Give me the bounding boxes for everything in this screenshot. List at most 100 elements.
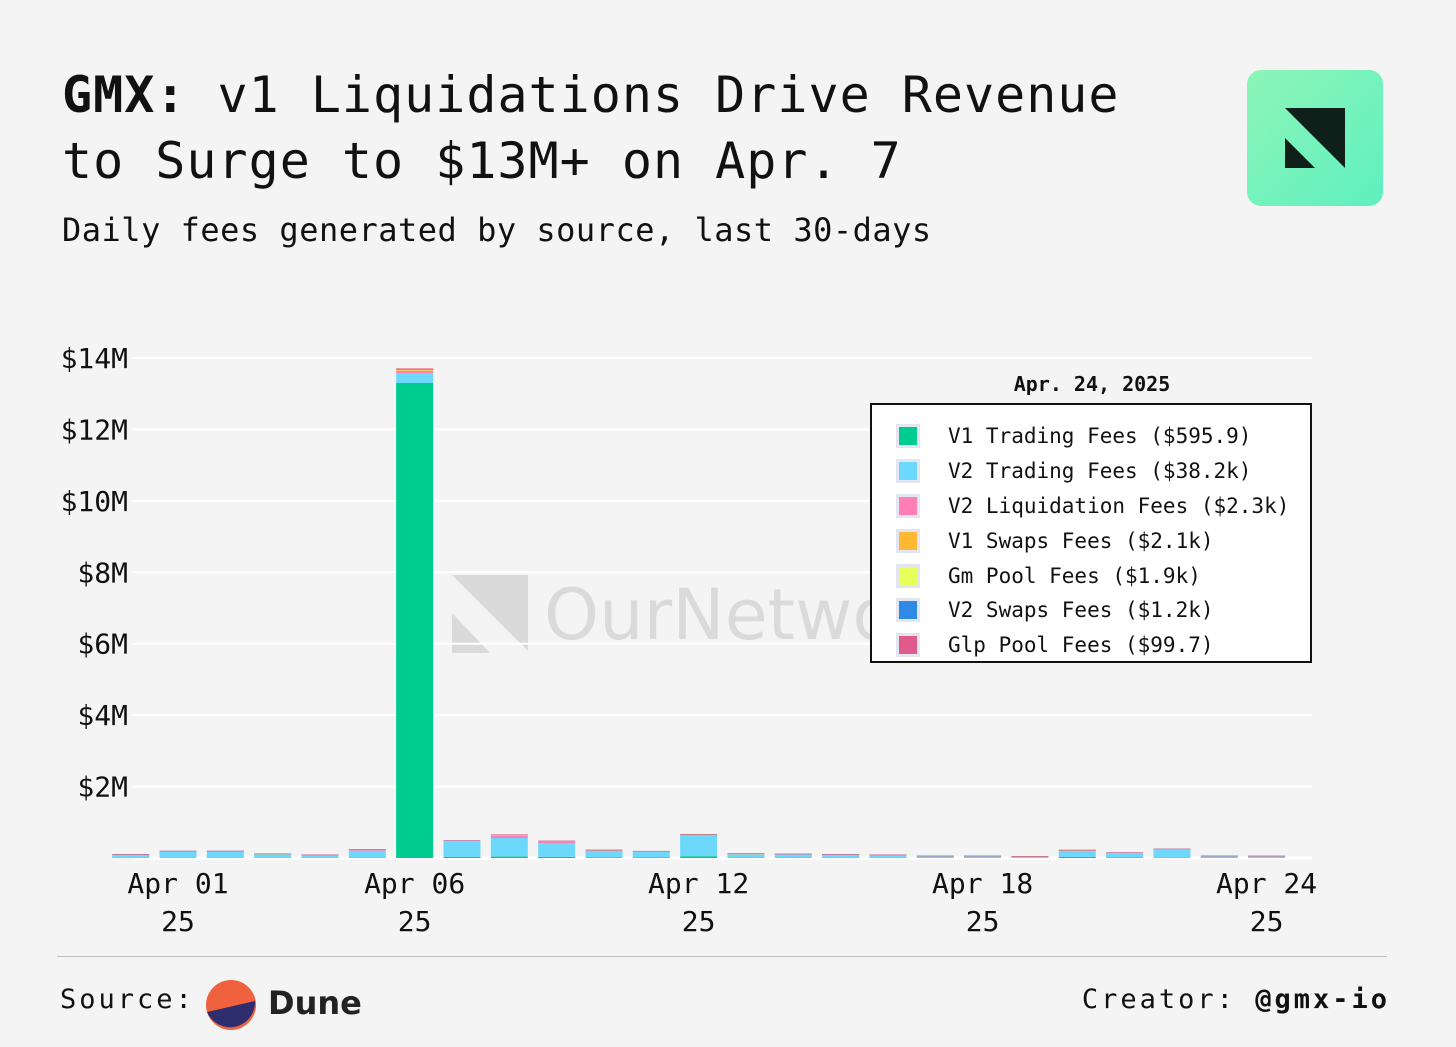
bar-segment bbox=[1011, 856, 1049, 858]
x-tick-label: Apr 06 bbox=[364, 867, 465, 900]
legend-swatch bbox=[896, 563, 920, 588]
legend-item[interactable]: V2 Trading Fees ($38.2k) bbox=[896, 454, 1310, 489]
bar-segment bbox=[869, 854, 907, 856]
x-tick-label-year: 25 bbox=[682, 905, 716, 938]
bar-segment bbox=[916, 856, 954, 858]
bar-segment bbox=[774, 854, 812, 858]
y-tick-label: $4M bbox=[77, 699, 128, 732]
bar-segment bbox=[632, 850, 670, 852]
bar-segment bbox=[254, 854, 292, 858]
bar-segment bbox=[916, 855, 954, 857]
bar-segment bbox=[348, 850, 386, 858]
bar-segment bbox=[159, 851, 197, 858]
bar-segment bbox=[206, 851, 244, 858]
bar-segment bbox=[443, 841, 481, 842]
legend-date: Apr. 24, 2025 bbox=[1013, 372, 1171, 396]
bar-segment bbox=[1011, 856, 1049, 857]
legend-swatch bbox=[896, 459, 920, 484]
x-tick-label: Apr 24 bbox=[1216, 867, 1317, 900]
source-label: Source: bbox=[60, 984, 195, 1015]
creator-handle: @gmx-io bbox=[1255, 984, 1390, 1015]
bar-segment bbox=[538, 841, 576, 844]
bar-segment bbox=[585, 850, 623, 858]
x-tick-label-year: 25 bbox=[1250, 905, 1284, 938]
bar-segment bbox=[1106, 853, 1144, 858]
bar-segment bbox=[538, 840, 576, 842]
y-tick-label: $2M bbox=[77, 771, 128, 804]
bar-segment bbox=[254, 853, 292, 855]
legend-item[interactable]: V1 Trading Fees ($595.9) bbox=[896, 419, 1310, 454]
legend-item[interactable]: V2 Swaps Fees ($1.2k) bbox=[896, 593, 1310, 628]
bar-segment bbox=[1058, 856, 1096, 858]
bar-segment bbox=[443, 840, 481, 842]
bar-segment bbox=[490, 835, 528, 838]
source-name: Dune bbox=[268, 984, 362, 1022]
x-tick-label: Apr 18 bbox=[932, 867, 1033, 900]
bar-segment bbox=[490, 834, 528, 836]
axis-layer: $2M $4M $6M $8M $10M $12M $14M Apr 01 25 Apr 06 25… bbox=[61, 342, 1318, 938]
legend-label: V2 Liquidation Fees ($2.3k) bbox=[948, 493, 1290, 518]
bar-segment bbox=[443, 841, 481, 857]
creator-label: Creator: bbox=[1081, 984, 1236, 1015]
bar-segment bbox=[964, 855, 1002, 857]
legend-swatch bbox=[896, 424, 920, 449]
bar-segment bbox=[490, 838, 528, 857]
bar-segment bbox=[1200, 856, 1238, 858]
bar-segment bbox=[396, 368, 434, 370]
bar-segment bbox=[396, 370, 434, 373]
legend-item[interactable]: Gm Pool Fees ($1.9k) bbox=[896, 558, 1310, 593]
ournetwork-logo bbox=[1247, 70, 1383, 206]
bar-segment bbox=[1248, 855, 1286, 857]
legend-swatch bbox=[896, 633, 920, 658]
chart-legend: V1 Trading Fees ($595.9) V2 Trading Fees … bbox=[870, 403, 1312, 663]
legend-swatch bbox=[896, 528, 920, 553]
bar-segment bbox=[396, 373, 434, 383]
bar-segment bbox=[1200, 855, 1238, 857]
footer-divider bbox=[57, 956, 1387, 957]
bar-segment bbox=[727, 853, 765, 854]
bar-segment bbox=[774, 853, 812, 855]
dune-logo-icon bbox=[206, 980, 256, 1030]
legend-swatch bbox=[896, 493, 920, 518]
x-tick-label-year: 25 bbox=[161, 905, 195, 938]
y-tick-label: $8M bbox=[77, 556, 128, 589]
chart-title-headline: v1 Liquidations Drive Revenue to Surge t… bbox=[62, 66, 1120, 190]
legend-item[interactable]: Glp Pool Fees ($99.7) bbox=[896, 628, 1310, 663]
bar-segment bbox=[206, 850, 244, 852]
y-tick-label: $10M bbox=[61, 485, 128, 518]
bar-segment bbox=[490, 856, 528, 858]
legend-label: V2 Swaps Fees ($1.2k) bbox=[948, 598, 1214, 623]
bar-segment bbox=[1153, 848, 1191, 850]
y-tick-label: $6M bbox=[77, 628, 128, 661]
bar-segment bbox=[632, 851, 670, 858]
bar-segment bbox=[348, 849, 386, 850]
legend-label: Gm Pool Fees ($1.9k) bbox=[948, 563, 1201, 588]
bar-segment bbox=[348, 849, 386, 851]
bar-segment bbox=[1153, 849, 1191, 858]
bar-segment bbox=[1106, 852, 1144, 853]
bar-segment bbox=[1153, 849, 1191, 850]
bar-segment bbox=[396, 383, 434, 858]
legend-label: V2 Trading Fees ($38.2k) bbox=[948, 459, 1252, 484]
bar-segment bbox=[538, 843, 576, 857]
y-tick-label: $14M bbox=[61, 342, 128, 375]
legend-item[interactable]: V1 Swaps Fees ($2.1k) bbox=[896, 523, 1310, 558]
bar-segment bbox=[869, 855, 907, 858]
legend-item[interactable]: V2 Liquidation Fees ($2.3k) bbox=[896, 489, 1310, 524]
bar-segment bbox=[1058, 850, 1096, 857]
bars-layer bbox=[112, 368, 1286, 858]
x-tick-label-year: 25 bbox=[398, 905, 432, 938]
chart-subtitle: Daily fees generated by source, last 30-… bbox=[62, 211, 932, 249]
bar-segment bbox=[1106, 857, 1144, 858]
bar-segment bbox=[396, 369, 434, 371]
legend-label: V1 Swaps Fees ($2.1k) bbox=[948, 528, 1214, 553]
x-tick-label: Apr 12 bbox=[648, 867, 749, 900]
bar-segment bbox=[680, 835, 718, 857]
ournetwork-logo-icon bbox=[1285, 108, 1345, 168]
bar-segment bbox=[159, 850, 197, 852]
bar-segment bbox=[112, 855, 150, 858]
bar-segment bbox=[964, 856, 1002, 858]
bar-segment bbox=[585, 857, 623, 858]
bar-segment bbox=[443, 856, 481, 858]
